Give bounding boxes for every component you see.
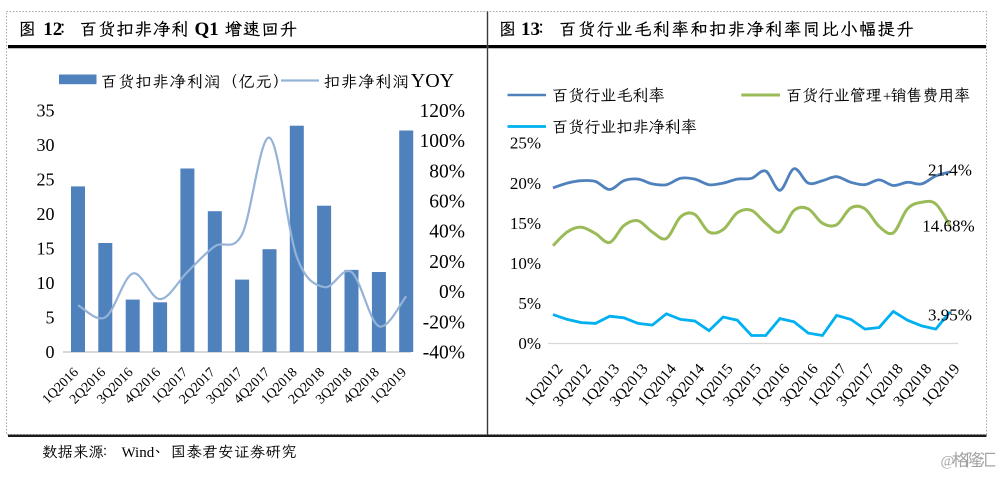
svg-text:80%: 80% (429, 161, 465, 182)
svg-text:120%: 120% (420, 101, 466, 122)
svg-text:0%: 0% (439, 282, 465, 303)
svg-text:21.4%: 21.4% (928, 161, 972, 180)
svg-text:3.95%: 3.95% (928, 305, 972, 324)
svg-text:0: 0 (46, 342, 55, 362)
svg-text:30: 30 (37, 135, 55, 155)
svg-text:15: 15 (37, 238, 55, 258)
svg-text:-20%: -20% (423, 312, 465, 333)
svg-text:25%: 25% (510, 134, 541, 153)
svg-text:0%: 0% (518, 334, 541, 353)
svg-text:-40%: -40% (423, 343, 465, 364)
svg-text:20%: 20% (510, 174, 541, 193)
svg-text:10%: 10% (510, 254, 541, 273)
svg-text:14.68%: 14.68% (922, 216, 974, 235)
svg-text:100%: 100% (420, 131, 466, 152)
svg-text:Q1: Q1 (195, 19, 219, 40)
svg-text:5%: 5% (518, 294, 541, 313)
svg-text:10: 10 (37, 273, 55, 293)
svg-text:35: 35 (37, 100, 55, 120)
svg-text:15%: 15% (510, 214, 541, 233)
svg-text:+: + (883, 89, 891, 105)
svg-text:5: 5 (46, 307, 55, 327)
svg-text:20: 20 (37, 204, 55, 224)
svg-text:40%: 40% (429, 222, 465, 243)
svg-text:20%: 20% (429, 252, 465, 273)
svg-text:25: 25 (37, 169, 55, 189)
svg-text:YOY: YOY (411, 70, 454, 92)
svg-text:13: 13 (521, 19, 540, 40)
svg-text:60%: 60% (429, 192, 465, 213)
svg-text:12: 12 (43, 19, 62, 40)
svg-text:Wind: Wind (122, 445, 155, 461)
svg-text:@: @ (941, 454, 955, 470)
